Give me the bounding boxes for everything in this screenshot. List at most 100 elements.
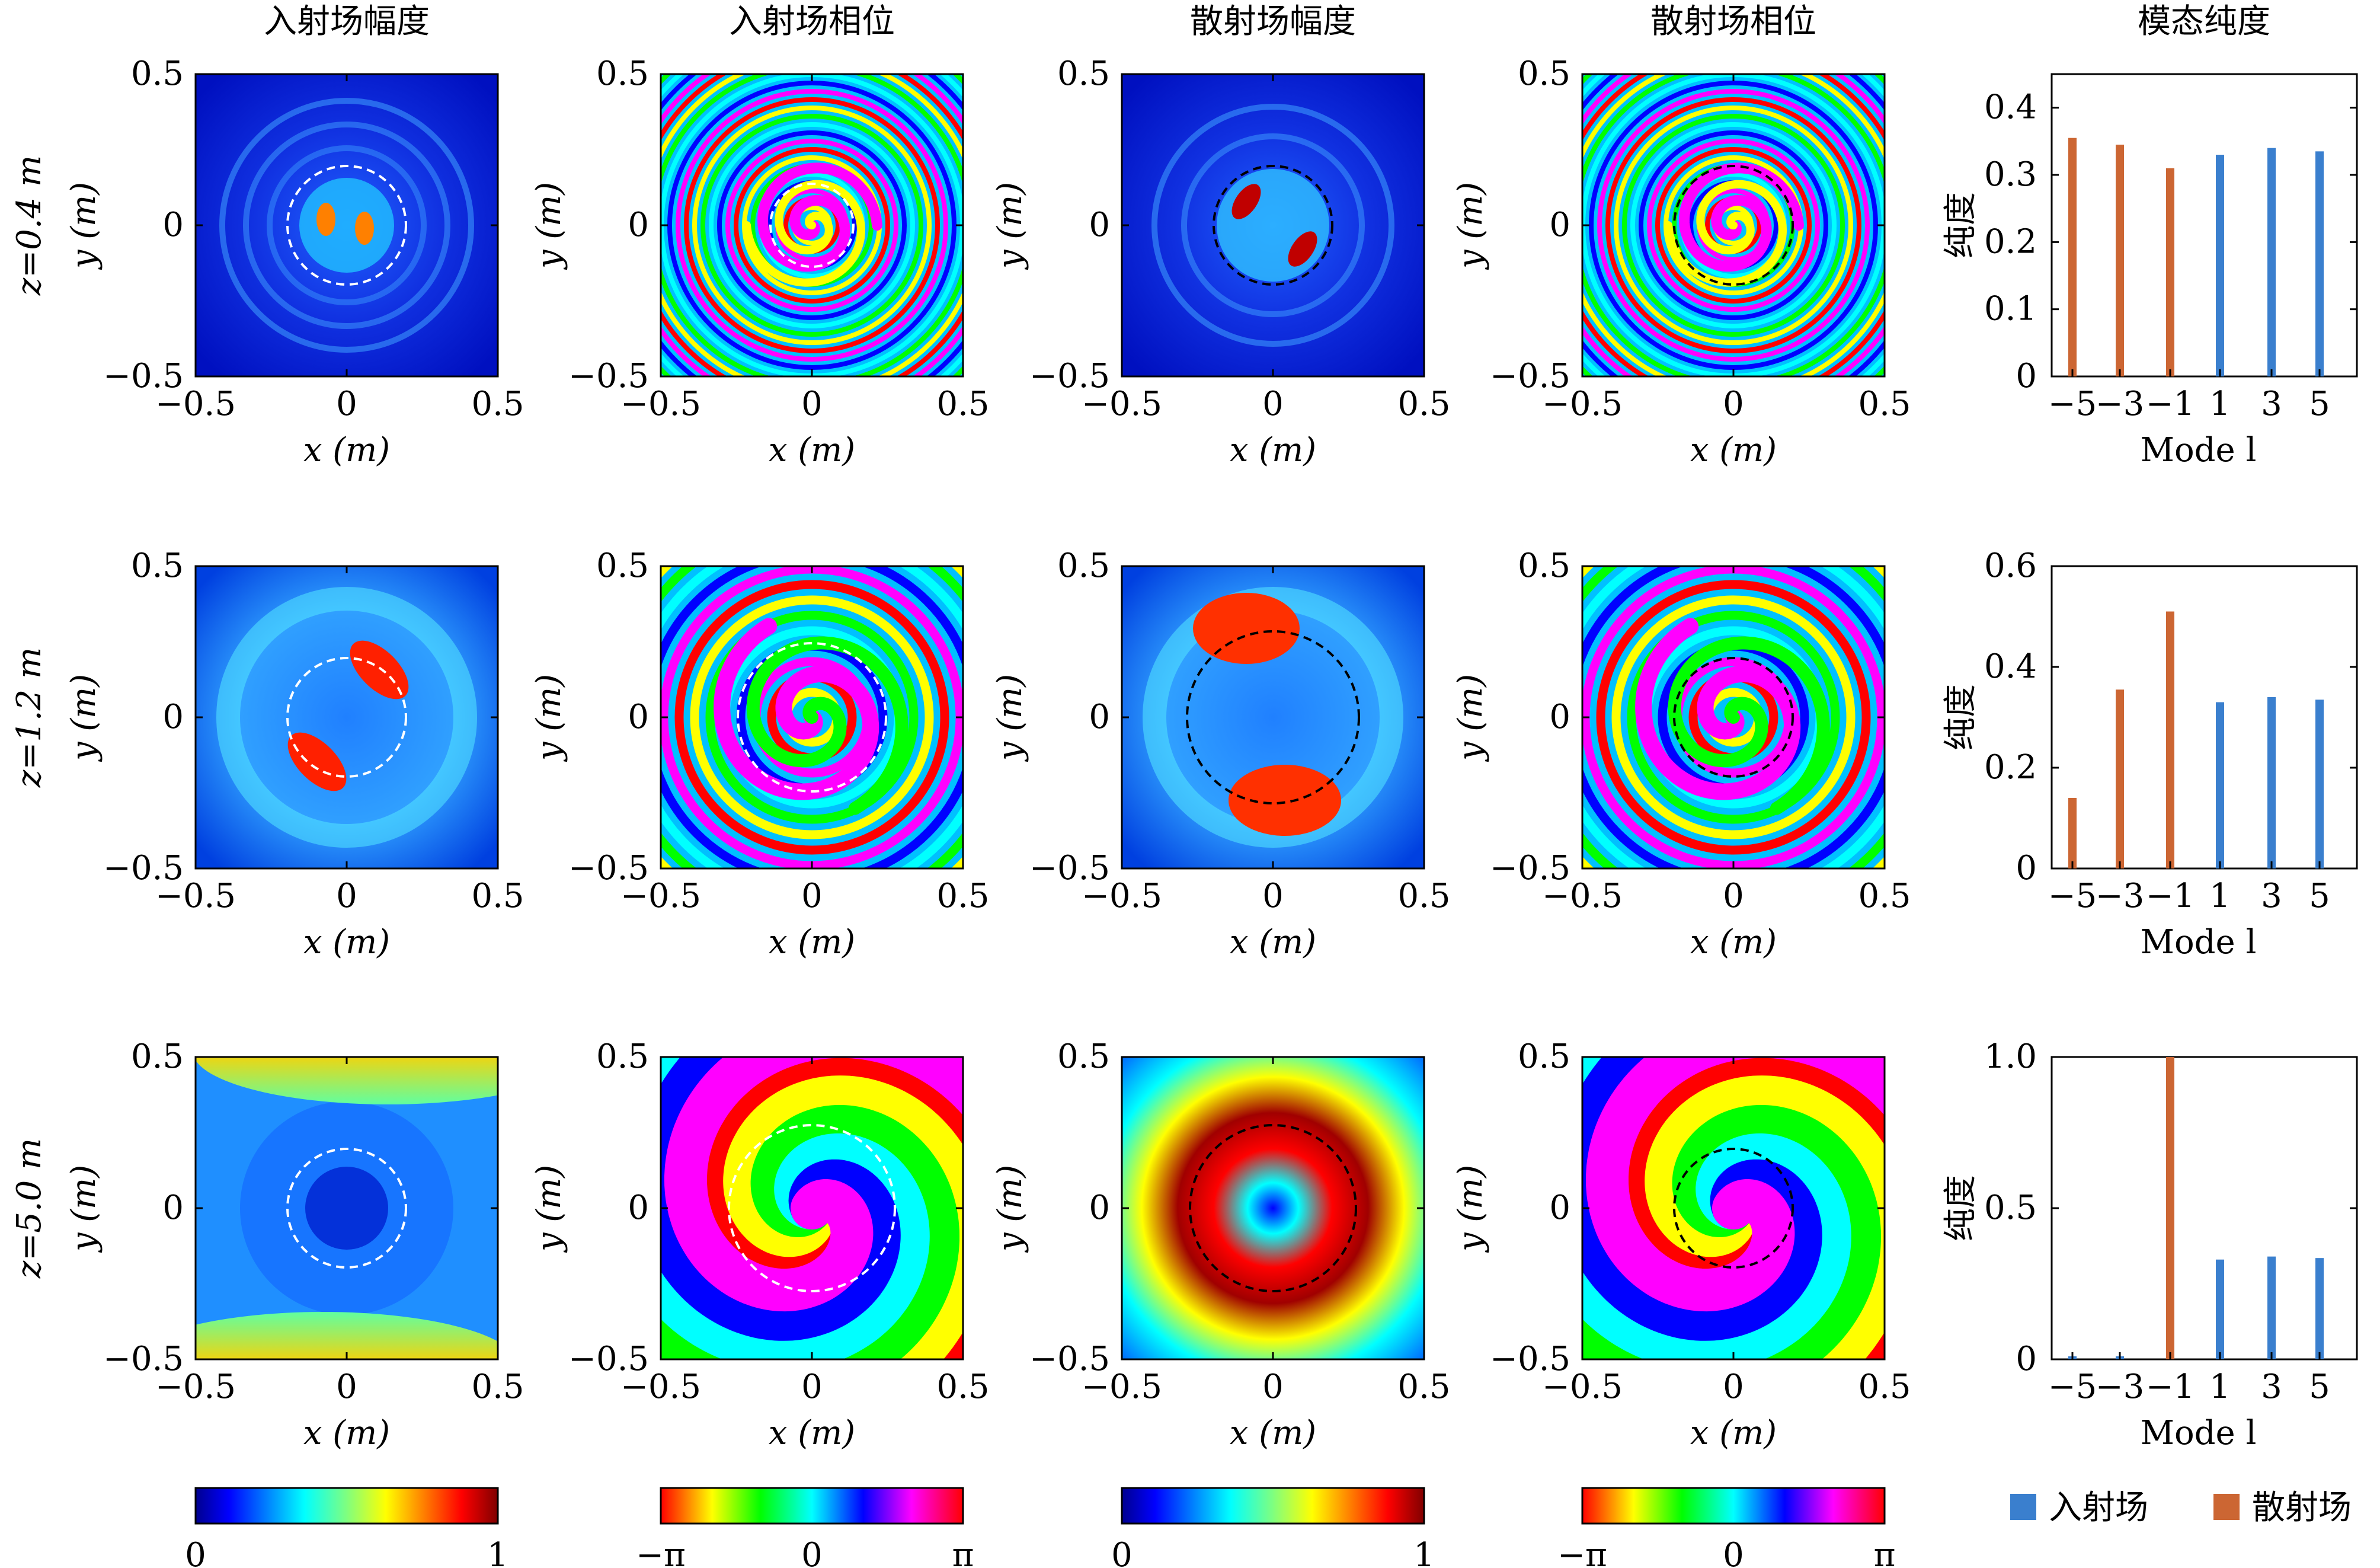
x-axis-label: x (m) [1230, 431, 1316, 470]
y-tick-label: 0 [1089, 206, 1110, 244]
y-tick-label: 0 [162, 698, 184, 736]
x-tick-label: 0 [336, 1368, 357, 1406]
reference-circle [1673, 1148, 1794, 1269]
y-tick-label: 0 [162, 1189, 184, 1227]
colorbar: −π π 0 [1557, 1487, 1896, 1568]
column-title: 入射场幅度 [264, 2, 430, 41]
x-tick-label: −0.5 [1542, 1368, 1623, 1406]
bar-y-axis-label: 纯度 [1941, 684, 1980, 751]
y-tick-label: 0.5 [1057, 547, 1110, 585]
bar-y-tick-label: 1.0 [1984, 1037, 2037, 1076]
y-tick-label: −0.5 [103, 1340, 184, 1378]
y-axis-label: y (m) [65, 1165, 103, 1253]
x-axis-label: x (m) [1690, 1414, 1777, 1452]
field-image [1582, 74, 1885, 376]
bar-incident [2315, 700, 2324, 868]
purity-bar-chart: 0 0.5 1.0 −5−3 −1 1 3 5 Mode l 纯度 [1941, 1037, 2358, 1452]
field-hot-lobe [196, 1057, 498, 1104]
bar-scattered [2166, 168, 2174, 376]
phase-spiral [1582, 1075, 1885, 1359]
bar-y-tick-label: 0 [2016, 1340, 2037, 1378]
bar-incident [2267, 697, 2276, 868]
reference-circle [728, 1124, 896, 1292]
colorbar-max-label: π [1874, 1536, 1896, 1568]
field-panel: −0.5 0 0.5 −0.5 0 0.5 x (m) y (m) [530, 1037, 990, 1452]
phase-ring [674, 580, 949, 855]
bar-scattered [2116, 689, 2124, 868]
y-tick-label: 0 [1089, 698, 1110, 736]
field-image [1122, 1057, 1424, 1359]
y-tick-label: −0.5 [1029, 849, 1110, 887]
bar-y-tick-label: 0.4 [1984, 647, 2037, 686]
colorbar-gradient [194, 1487, 499, 1525]
bar-y-tick-label: 0.1 [1984, 290, 2037, 328]
phase-ring [676, 89, 948, 362]
phase-ring [1597, 89, 1870, 362]
phase-ring [1622, 114, 1845, 337]
x-tick-label: 0.5 [1397, 385, 1450, 423]
field-hot-lobe [316, 203, 335, 236]
bar-x-tick-label: 1 [2209, 877, 2231, 915]
x-tick-label: −0.5 [620, 385, 701, 423]
field-bg [196, 566, 498, 868]
field-image [661, 566, 963, 868]
x-tick-label: 0.5 [471, 385, 524, 423]
phase-singularity [804, 1200, 820, 1216]
field-ring [1181, 133, 1365, 317]
bar-y-axis-label: 纯度 [1941, 192, 1980, 258]
phase-spiral [1664, 180, 1787, 287]
field-panel: −0.5 0 0.5 −0.5 0 0.5 x (m) y (m) [991, 547, 1451, 962]
reference-circle [1673, 657, 1794, 778]
field-panel: −0.5 0 0.5 −0.5 0 0.5 x (m) y (m) [65, 547, 524, 962]
x-tick-label: 0.5 [1397, 1368, 1450, 1406]
reference-circle [286, 165, 407, 286]
field-panel: −0.5 0 0.5 −0.5 0 0.5 x (m) y (m) [991, 1037, 1451, 1452]
column-title: 散射场幅度 [1190, 2, 1356, 41]
bar-x-tick-label: −3 [2096, 385, 2145, 423]
field-image [1582, 566, 1885, 868]
bar-chart-frame [2050, 565, 2358, 870]
bar-x-tick-label: 3 [2261, 877, 2282, 915]
bar-x-tick-label: 1 [2209, 385, 2231, 423]
y-tick-label: −0.5 [1490, 1340, 1570, 1378]
y-tick-label: −0.5 [568, 849, 649, 887]
field-image [196, 1057, 498, 1359]
phase-ring [1647, 139, 1820, 312]
colorbar-min-label: 0 [185, 1536, 206, 1568]
field-ring [216, 587, 477, 848]
x-tick-label: 0 [1262, 877, 1284, 915]
purity-bar-chart: 0 0.1 0.2 0.3 0.4 −5−3 −1 1 3 5 Mode l 纯度 [1941, 73, 2358, 470]
field-hot-lobe [1229, 765, 1341, 836]
bar-y-tick-label: 0.6 [1984, 547, 2037, 585]
x-tick-label: −0.5 [620, 1368, 701, 1406]
phase-ring [709, 122, 915, 328]
y-tick-label: −0.5 [1490, 357, 1570, 395]
x-tick-label: −0.5 [155, 877, 236, 915]
y-tick-label: −0.5 [568, 357, 649, 395]
colorbar: −π π 0 [636, 1487, 974, 1568]
y-axis-label: y (m) [991, 182, 1029, 270]
phase-spiral [694, 1057, 963, 1359]
phase-ring [667, 81, 957, 370]
row-label: z=1.2 m [10, 647, 49, 788]
reference-circle [286, 657, 407, 778]
reference-circle [737, 642, 887, 793]
y-axis-label: y (m) [530, 182, 568, 270]
x-axis-label: x (m) [769, 431, 855, 470]
y-axis-label: y (m) [1451, 182, 1490, 270]
bar-x-tick-label: 1 [2209, 1368, 2231, 1406]
x-tick-label: 0.5 [1858, 385, 1911, 423]
y-tick-label: 0.5 [1518, 1037, 1570, 1076]
bar-incident [2315, 151, 2324, 377]
x-tick-label: −0.5 [155, 1368, 236, 1406]
y-tick-label: 0 [1549, 1189, 1570, 1227]
bar-incident [2267, 1256, 2276, 1359]
colorbar-mid-label: 0 [801, 1536, 823, 1568]
y-tick-label: 0 [1549, 698, 1570, 736]
field-hot-lobe [1231, 184, 1261, 219]
phase-spiral [746, 636, 909, 815]
field-image [1122, 74, 1424, 376]
x-tick-label: −0.5 [1082, 1368, 1162, 1406]
